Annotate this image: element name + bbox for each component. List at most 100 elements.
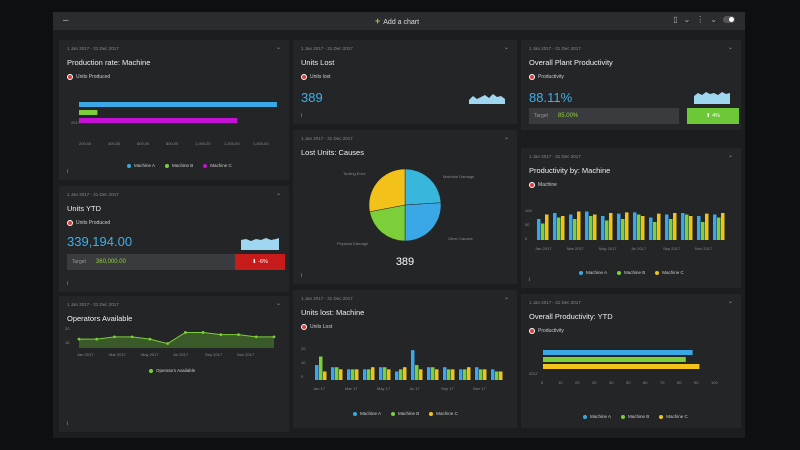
date-range[interactable]: 1 Jan 2017 - 31 Dec 2017 [529,154,581,159]
more-icon[interactable]: ⋮ [696,15,705,24]
card-title: Units YTD [67,204,102,213]
legend-item: Machine C [659,414,688,419]
info-icon[interactable]: i [67,281,69,287]
legend-item: Machine B [617,270,645,275]
bar [443,367,447,380]
data-point [183,331,187,334]
chevron-down-icon[interactable]: ⌄ [727,299,733,305]
metric-label: Productivity [529,74,564,80]
info-icon[interactable]: i [301,273,303,279]
bar [383,367,387,380]
card-title: Units Lost [301,58,335,67]
bar [79,110,98,115]
target-icon [67,220,73,226]
info-icon[interactable]: i [67,169,69,175]
legend: Operators Available [149,368,195,373]
target-icon [529,328,535,334]
units-lost-machine-card: 1 Jan 2017 - 31 Dec 2017 ⌄ Units lost: M… [293,290,517,428]
bar [625,212,629,240]
date-range[interactable]: 1 Jan 2017 - 31 Dec 2017 [67,302,119,307]
tick-label: Jan 17 [313,386,326,391]
tick-label: Jul 2017 [173,352,189,357]
top-bar: – + Add a chart ▯ ⌄ ⋮ ⌄ [53,12,745,30]
production-rate-card: 1 Jan 2017 - 31 Dec 2017 ⌄ Production ra… [59,40,289,180]
chevron-down-icon[interactable]: ⌄ [275,45,281,51]
bar [427,367,431,380]
tick-label: May 17 [377,386,391,391]
date-range[interactable]: 1 Jan 2017 - 31 Dec 2017 [301,136,353,141]
tick-label: May 2017 [599,246,617,251]
bar [491,369,495,380]
add-chart-button[interactable]: + Add a chart [375,16,419,26]
bar [415,365,419,380]
card-title: Units lost: Machine [301,308,365,317]
tick-label: 20 [65,326,70,331]
chevron-down-icon[interactable]: ⌄ [503,295,509,301]
plant-productivity-card: 1 Jan 2017 - 31 Dec 2017 ⌄ Overall Plant… [521,40,741,130]
chevron-down-icon[interactable]: ⌄ [727,153,733,159]
row-label: 2017 [71,120,81,125]
pie-label: Physical Damage [337,241,369,246]
delta-badge: ⬇ -6% [235,254,285,270]
bar [355,369,359,380]
legend-item: Machine A [127,163,155,168]
bar [543,350,693,355]
bar [665,214,669,240]
chevron-down-icon[interactable]: ⌄ [503,45,509,51]
chevron-down-icon[interactable]: ⌄ [503,135,509,141]
bar [621,219,625,240]
sparkline [241,238,279,250]
bar [717,217,721,240]
legend: Machine A Machine B Machine C [127,163,232,168]
kpi-value: 389 [301,90,323,105]
chevron-down-icon[interactable]: ⌄ [275,301,281,307]
bar [705,213,709,240]
data-point [237,333,240,337]
tick-label: 400,00 [108,141,121,146]
metric-label: Productivity [529,328,564,334]
tick-label: 1,400,00 [253,141,269,146]
info-icon[interactable]: i [67,421,69,427]
operators-card: 1 Jan 2017 - 31 Dec 2017 ⌄ Operators Ava… [59,296,289,432]
chevron-down-icon[interactable]: ⌄ [275,191,281,197]
minus-icon[interactable]: – [63,15,69,26]
bar [543,357,686,362]
add-chart-label: Add a chart [383,19,420,26]
card-title: Productivity by: Machine [529,166,611,175]
legend-item: Operators Available [149,368,195,373]
tick-label: Nov 2017 [237,352,255,357]
bar [483,369,487,380]
data-point [201,331,205,334]
metric-label: Units Produced [67,220,110,226]
bar [367,369,371,380]
device-icon[interactable]: ▯ [673,15,678,24]
date-range[interactable]: 1 Jan 2017 - 31 Dec 2017 [301,296,353,301]
bar [431,367,435,380]
dark-mode-toggle[interactable] [723,16,735,23]
bar [541,223,545,240]
info-icon[interactable]: i [301,113,303,119]
bar [339,369,343,380]
bar [451,369,455,380]
chevron-down-icon[interactable]: ⌄ [710,15,717,24]
lost-causes-card: 1 Jan 2017 - 31 Dec 2017 ⌄ Lost Units: C… [293,130,517,284]
bar [689,216,693,240]
card-title: Lost Units: Causes [301,148,364,157]
tick-label: 15 [65,340,70,345]
tick-label: 40 [609,380,614,385]
date-range[interactable]: 1 Jan 2017 - 31 Dec 2017 [67,46,119,51]
date-range[interactable]: 1 Jan 2017 - 31 Dec 2017 [529,46,581,51]
info-icon[interactable]: i [529,277,531,283]
date-range[interactable]: 1 Jan 2017 - 31 Dec 2017 [67,192,119,197]
legend: Machine A Machine B Machine C [583,414,688,419]
tick-label: Mar 2017 [567,246,585,251]
pie-label: Other Causes [448,236,473,241]
tick-label: 0 [525,236,528,241]
date-range[interactable]: 1 Jan 2017 - 31 Dec 2017 [301,46,353,51]
bar [331,367,335,380]
tick-label: 90 [694,380,699,385]
chevron-down-icon[interactable]: ⌄ [683,15,691,24]
target-icon [301,324,307,330]
date-range[interactable]: 1 Jan 2017 - 31 Dec 2017 [529,300,581,305]
chevron-down-icon[interactable]: ⌄ [727,45,733,51]
